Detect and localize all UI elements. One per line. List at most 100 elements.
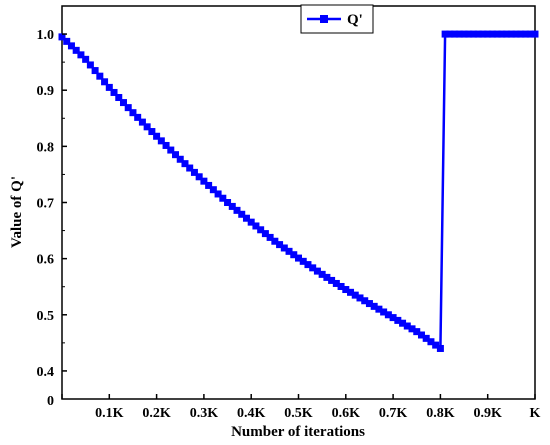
data-point-marker	[228, 202, 236, 210]
y-tick-label: 0.7	[37, 197, 55, 212]
x-tick-label: 0.2K	[142, 406, 171, 421]
x-tick-label: 0.6K	[332, 406, 361, 421]
data-point-marker	[110, 88, 118, 96]
data-point-marker	[271, 237, 279, 245]
data-point-marker	[242, 214, 250, 222]
x-tick-label: 0.5K	[284, 406, 313, 421]
data-point-marker	[479, 30, 487, 38]
data-point-marker	[172, 151, 180, 159]
data-point-marker	[484, 30, 492, 38]
x-tick-label: 0.8K	[426, 406, 455, 421]
data-point-marker	[394, 316, 402, 324]
data-point-marker	[328, 276, 336, 284]
data-point-marker	[134, 113, 142, 121]
data-point-marker	[252, 222, 260, 230]
data-point-marker	[370, 302, 378, 310]
data-point-marker	[309, 264, 317, 272]
data-point-marker	[58, 33, 66, 41]
data-point-marker	[261, 230, 269, 238]
data-point-marker	[299, 257, 307, 265]
data-point-marker	[176, 155, 184, 163]
data-point-marker	[86, 61, 94, 69]
data-point-marker	[266, 233, 274, 241]
data-point-marker	[313, 267, 321, 275]
data-point-marker	[276, 241, 284, 249]
y-axis-ticks: 0.4 0.5 0.6 0.7 0.8 0.9 1.0 0	[37, 28, 67, 409]
data-point-marker	[295, 254, 302, 262]
data-point-marker	[347, 288, 355, 296]
y-tick-label: 1.0	[37, 28, 55, 43]
data-point-marker	[503, 30, 511, 38]
y-tick-label: 0.4	[37, 365, 55, 380]
plot-border	[61, 5, 536, 400]
data-point-marker	[422, 334, 430, 342]
origin-label: 0	[47, 394, 54, 409]
data-point-marker	[427, 338, 435, 346]
data-point-marker	[337, 282, 345, 290]
data-point-marker	[356, 294, 364, 302]
data-point-marker	[451, 30, 459, 38]
data-point-marker	[153, 132, 161, 140]
data-point-marker	[380, 308, 388, 316]
data-point-marker	[531, 30, 539, 38]
data-point-marker	[441, 30, 449, 38]
data-point-marker	[162, 141, 170, 149]
data-point-marker	[351, 291, 359, 299]
data-point-marker	[257, 226, 265, 234]
y-tick-label: 0.5	[37, 309, 55, 324]
data-point-marker	[91, 67, 99, 75]
data-point-marker	[488, 30, 496, 38]
data-point-marker	[77, 51, 85, 59]
data-point-marker	[365, 300, 373, 308]
data-point-marker	[105, 83, 113, 91]
data-point-marker	[247, 218, 255, 226]
data-point-marker	[195, 173, 203, 181]
x-tick-label: 0.1K	[95, 406, 124, 421]
data-point-marker	[124, 104, 132, 112]
data-point-marker	[209, 186, 217, 194]
data-point-marker	[214, 190, 222, 198]
data-point-marker	[455, 30, 463, 38]
data-point-marker	[224, 199, 232, 206]
data-point-marker	[200, 177, 208, 185]
data-point-marker	[119, 99, 127, 107]
data-point-marker	[304, 261, 312, 269]
data-point-marker	[318, 270, 326, 278]
x-axis-ticks: 0.1K 0.2K 0.3K 0.4K 0.5K 0.6K 0.7K 0.8K 0.9K K	[61, 394, 541, 421]
plot-frame	[61, 5, 536, 400]
x-axis-title: Number of iterations	[231, 424, 365, 440]
data-point-marker	[82, 55, 90, 63]
data-point-marker	[517, 30, 525, 38]
data-point-marker	[512, 30, 520, 38]
data-point-marker	[72, 46, 80, 54]
data-point-marker	[290, 251, 298, 259]
data-point-marker	[238, 210, 246, 218]
data-point-marker	[280, 244, 288, 252]
data-point-marker	[446, 30, 454, 38]
data-point-marker	[323, 273, 331, 281]
data-point-marker	[205, 181, 213, 189]
series-layer	[58, 30, 539, 352]
data-point-marker	[384, 311, 392, 319]
data-point-marker	[432, 341, 440, 349]
y-tick-label: 0.9	[37, 84, 55, 99]
y-tick-label: 0.8	[37, 140, 55, 155]
data-point-marker	[417, 331, 425, 339]
data-point-marker	[403, 322, 411, 330]
data-point-marker	[389, 314, 397, 322]
data-point-marker	[342, 286, 350, 294]
data-point-marker	[375, 305, 383, 313]
data-point-marker	[181, 160, 189, 168]
legend-label: Q'	[347, 12, 363, 28]
data-point-marker	[413, 328, 421, 336]
data-point-marker	[332, 279, 340, 287]
data-point-marker	[67, 42, 75, 50]
data-point-marker	[63, 37, 71, 45]
data-point-marker	[460, 30, 468, 38]
data-point-marker	[498, 30, 506, 38]
y-tick-label: 0.6	[37, 253, 55, 268]
x-tick-label: 0.4K	[237, 406, 266, 421]
x-tick-label: 0.3K	[190, 406, 219, 421]
data-point-marker	[157, 137, 165, 145]
